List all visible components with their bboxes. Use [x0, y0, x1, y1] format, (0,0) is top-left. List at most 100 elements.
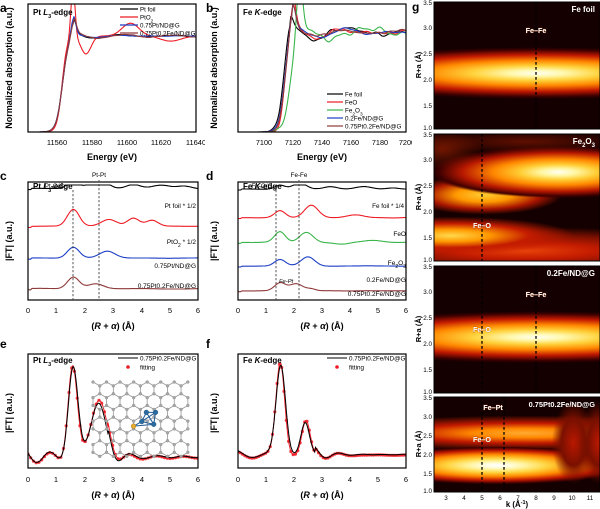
svg-text:11600: 11600 [117, 138, 137, 147]
svg-text:1.0: 1.0 [423, 488, 432, 495]
svg-text:5: 5 [168, 306, 172, 315]
svg-text:0.2Fe/ND@G: 0.2Fe/ND@G [547, 269, 595, 278]
svg-text:0.75Pt0.2Fe/ND@G: 0.75Pt0.2Fe/ND@G [348, 291, 406, 298]
svg-text:Pt L3-edge: Pt L3-edge [33, 8, 73, 20]
svg-text:Fe foil: Fe foil [345, 92, 362, 99]
svg-text:0.75Pt0.2Fe/ND@G: 0.75Pt0.2Fe/ND@G [140, 356, 197, 363]
svg-text:(R + α) (Å): (R + α) (Å) [300, 490, 343, 500]
svg-text:1.0: 1.0 [423, 257, 432, 264]
svg-text:11: 11 [587, 495, 594, 502]
svg-text:10: 10 [568, 495, 576, 502]
svg-text:3.5: 3.5 [423, 132, 432, 139]
svg-text:Fe foil: Fe foil [571, 5, 595, 14]
svg-text:Normalized absorption (a.u.): Normalized absorption (a.u.) [4, 7, 14, 129]
svg-text:Fe–O: Fe–O [473, 221, 491, 230]
svg-text:Normalized absorption (a.u.): Normalized absorption (a.u.) [209, 7, 219, 129]
svg-text:1: 1 [54, 475, 58, 484]
svg-text:3.5: 3.5 [423, 264, 432, 271]
svg-text:1.5: 1.5 [423, 103, 432, 110]
svg-text:1.5: 1.5 [423, 367, 432, 374]
svg-text:2.5: 2.5 [423, 433, 432, 440]
svg-text:3.0: 3.0 [423, 289, 432, 296]
svg-text:Energy (eV): Energy (eV) [297, 152, 347, 162]
svg-text:1: 1 [264, 306, 268, 315]
svg-text:1: 1 [54, 306, 58, 315]
svg-text:1.5: 1.5 [423, 471, 432, 478]
svg-text:5: 5 [376, 475, 380, 484]
svg-text:0.75Pt0.2Fe/ND@G: 0.75Pt0.2Fe/ND@G [140, 30, 196, 37]
svg-text:4: 4 [348, 475, 352, 484]
svg-text:R+a (Å): R+a (Å) [414, 51, 423, 78]
svg-text:|FT| (a.u.): |FT| (a.u.) [4, 221, 14, 261]
svg-text:11580: 11580 [82, 138, 102, 147]
svg-text:3.0: 3.0 [423, 157, 432, 164]
svg-text:Fe K-edge: Fe K-edge [243, 356, 282, 365]
svg-text:2.0: 2.0 [423, 209, 432, 216]
svg-text:Pt L3-edge: Pt L3-edge [33, 356, 73, 368]
svg-text:3.0: 3.0 [423, 25, 432, 32]
svg-text:1.5: 1.5 [423, 235, 432, 242]
svg-text:fitting: fitting [140, 365, 156, 372]
svg-text:7180: 7180 [372, 138, 388, 147]
svg-text:3: 3 [444, 495, 448, 502]
svg-text:|FT| (a.u.): |FT| (a.u.) [209, 393, 219, 433]
svg-text:c: c [0, 169, 7, 183]
svg-text:4: 4 [140, 306, 144, 315]
svg-text:(R + α) (Å): (R + α) (Å) [91, 490, 134, 500]
svg-text:Fe foil * 1/4: Fe foil * 1/4 [372, 203, 404, 210]
svg-text:4: 4 [348, 306, 352, 315]
svg-text:3: 3 [111, 475, 115, 484]
svg-text:R+a (Å): R+a (Å) [414, 315, 423, 342]
svg-text:0.75Pt/ND@G: 0.75Pt/ND@G [154, 263, 196, 270]
svg-text:2: 2 [292, 306, 296, 315]
svg-text:3.5: 3.5 [423, 395, 432, 402]
svg-text:1.0: 1.0 [423, 125, 432, 132]
svg-text:g: g [412, 0, 419, 14]
svg-text:7100: 7100 [256, 138, 272, 147]
svg-text:Pt foil: Pt foil [140, 6, 155, 13]
svg-text:2.0: 2.0 [423, 341, 432, 348]
svg-text:7160: 7160 [343, 138, 359, 147]
svg-text:d: d [206, 169, 213, 183]
svg-text:7200: 7200 [399, 138, 412, 147]
svg-text:7140: 7140 [314, 138, 330, 147]
svg-text:(R + α) (Å): (R + α) (Å) [300, 321, 343, 331]
svg-text:Pt-O/C: Pt-O/C [45, 183, 65, 190]
svg-text:Fe K-edge: Fe K-edge [243, 8, 282, 17]
svg-text:(R + α) (Å): (R + α) (Å) [91, 321, 134, 331]
svg-text:5: 5 [480, 495, 484, 502]
svg-text:6: 6 [404, 475, 408, 484]
svg-text:2: 2 [292, 475, 296, 484]
svg-text:Fe–O: Fe–O [473, 435, 491, 444]
svg-text:PtO2 * 1/2: PtO2 * 1/2 [167, 239, 197, 249]
svg-text:0.75Pt0.2Fe/ND@G: 0.75Pt0.2Fe/ND@G [345, 124, 402, 131]
svg-text:2: 2 [83, 475, 87, 484]
svg-text:11620: 11620 [151, 138, 171, 147]
svg-text:0.2Fe/ND@G: 0.2Fe/ND@G [345, 116, 383, 123]
svg-text:|FT| (a.u.): |FT| (a.u.) [4, 393, 14, 433]
svg-text:Fe–Fe: Fe–Fe [526, 290, 547, 299]
svg-text:11640: 11640 [186, 138, 205, 147]
svg-text:3: 3 [320, 475, 324, 484]
svg-text:|FT| (a.u.): |FT| (a.u.) [209, 221, 219, 261]
svg-text:3.0: 3.0 [423, 414, 432, 421]
svg-text:6: 6 [498, 495, 502, 502]
svg-text:2.5: 2.5 [423, 51, 432, 58]
svg-text:0.75Pt0.2Fe/ND@G: 0.75Pt0.2Fe/ND@G [138, 283, 196, 290]
svg-text:Fe2O3: Fe2O3 [388, 260, 406, 270]
svg-text:Fe-O/C: Fe-O/C [251, 183, 272, 190]
svg-text:0: 0 [236, 306, 240, 315]
svg-text:Fe–O: Fe–O [473, 325, 491, 334]
svg-text:3.5: 3.5 [423, 0, 432, 7]
svg-text:R+a (Å): R+a (Å) [414, 430, 423, 457]
svg-text:4: 4 [140, 475, 144, 484]
svg-text:2.5: 2.5 [423, 315, 432, 322]
svg-text:Pt foil * 1/2: Pt foil * 1/2 [165, 203, 197, 210]
svg-text:Pt-Pt: Pt-Pt [92, 172, 106, 179]
svg-text:0: 0 [26, 475, 30, 484]
svg-text:Fe-Fe: Fe-Fe [291, 172, 308, 179]
svg-text:Fe–Fe: Fe–Fe [526, 26, 547, 35]
svg-text:11560: 11560 [47, 138, 67, 147]
svg-text:0.2Fe/ND@G: 0.2Fe/ND@G [367, 277, 406, 284]
svg-text:FeO: FeO [345, 100, 357, 107]
